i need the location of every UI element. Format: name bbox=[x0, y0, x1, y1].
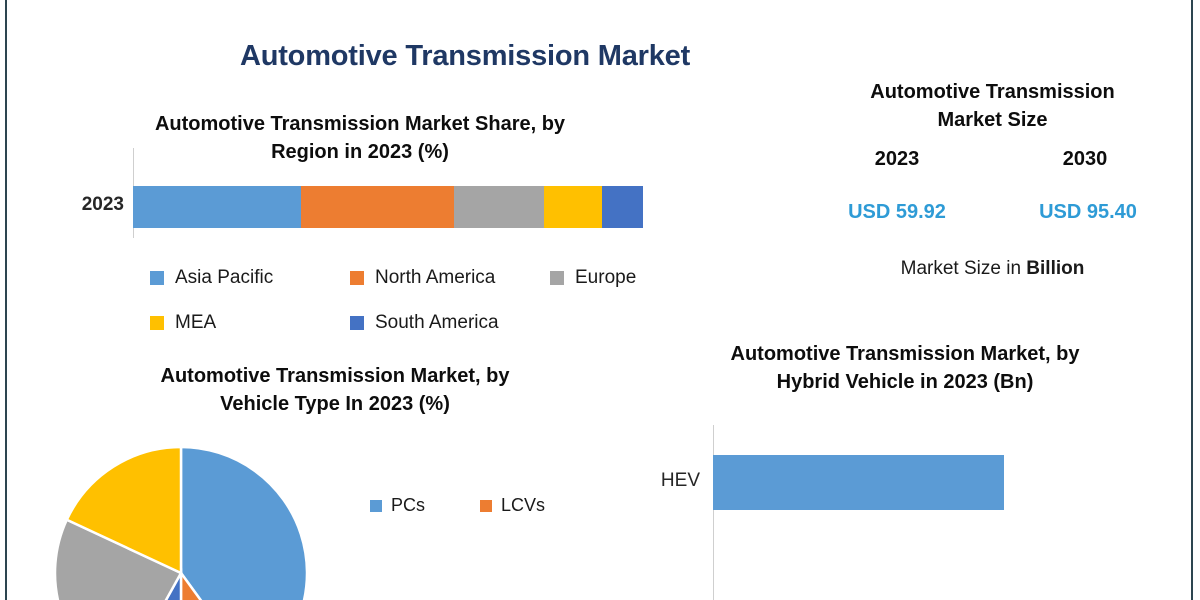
pie-slice bbox=[55, 518, 183, 600]
market-size-footnote-unit: Billion bbox=[1026, 258, 1085, 279]
vehicle-type-legend: PCs LCVs bbox=[370, 495, 600, 516]
legend-swatch-icon bbox=[150, 270, 164, 285]
region-share-heading-line2: Region in 2023 (%) bbox=[271, 141, 449, 164]
vehicle-type-pie-chart bbox=[55, 447, 307, 600]
region-legend-label: South America bbox=[375, 311, 499, 333]
market-size-heading-line2: Market Size bbox=[937, 109, 1048, 132]
hybrid-vehicle-axis-line bbox=[713, 425, 714, 600]
region-share-stacked-bar bbox=[133, 186, 643, 228]
region-legend-item: South America bbox=[350, 300, 550, 345]
legend-swatch-icon bbox=[480, 499, 493, 512]
pie-slice bbox=[179, 447, 307, 600]
market-size-year-end: 2030 bbox=[1062, 148, 1108, 170]
region-share-legend: Asia Pacific North America Europe MEA South … bbox=[150, 255, 695, 345]
legend-swatch-icon bbox=[150, 315, 164, 330]
legend-swatch-icon bbox=[350, 315, 364, 330]
legend-swatch-icon bbox=[370, 499, 382, 512]
region-share-plot-area bbox=[133, 148, 643, 238]
region-legend-label: North America bbox=[375, 266, 496, 288]
region-share-category-label: 2023 bbox=[81, 194, 124, 215]
region-legend-label: Europe bbox=[575, 266, 637, 288]
vehicle-type-heading-line1: Automotive Transmission Market, by bbox=[160, 365, 510, 387]
pie-slice bbox=[65, 447, 183, 575]
hybrid-vehicle-bar bbox=[713, 455, 1004, 510]
region-legend-item: North America bbox=[350, 255, 550, 300]
vehicle-type-legend-label: LCVs bbox=[501, 495, 546, 515]
vehicle-type-heading-line2: Vehicle Type In 2023 (%) bbox=[220, 393, 450, 416]
hybrid-vehicle-plot-area bbox=[713, 425, 1043, 600]
vehicle-type-legend-item: LCVs bbox=[480, 495, 545, 516]
region-legend-item: MEA bbox=[150, 300, 350, 345]
market-size-footnote-prefix: Market Size in bbox=[900, 258, 1027, 279]
right-edge-rule bbox=[1191, 0, 1193, 600]
hybrid-vehicle-heading-line2: Hybrid Vehicle in 2023 (Bn) bbox=[776, 371, 1034, 394]
vehicle-type-heading: Automotive Transmission Market, by Vehic… bbox=[30, 362, 640, 419]
vehicle-type-legend-item: PCs bbox=[370, 495, 425, 516]
region-share-heading-line1: Automotive Transmission Market Share, by bbox=[154, 113, 566, 135]
market-size-year-start: 2023 bbox=[874, 148, 920, 170]
market-size-heading-line1: Automotive Transmission bbox=[870, 81, 1115, 103]
region-share-heading: Automotive Transmission Market Share, by… bbox=[55, 110, 665, 167]
region-legend-label: Asia Pacific bbox=[175, 266, 274, 288]
hybrid-vehicle-heading-line1: Automotive Transmission Market, by bbox=[730, 343, 1080, 365]
vehicle-type-pie-svg bbox=[55, 447, 307, 600]
vehicle-type-legend-label: PCs bbox=[391, 495, 426, 515]
market-size-value-end: USD 95.40 bbox=[1039, 201, 1137, 223]
legend-swatch-icon bbox=[350, 270, 364, 285]
region-share-segment bbox=[301, 186, 455, 228]
region-share-segment bbox=[454, 186, 544, 228]
hybrid-vehicle-category-label: HEV bbox=[660, 470, 700, 491]
region-legend-item: Asia Pacific bbox=[150, 255, 350, 300]
region-legend-label: MEA bbox=[175, 311, 217, 333]
left-edge-rule bbox=[5, 0, 7, 600]
region-share-segment bbox=[543, 186, 603, 228]
market-size-value-start: USD 59.92 bbox=[848, 201, 946, 223]
region-share-segment bbox=[133, 186, 302, 228]
page-title: Automotive Transmission Market bbox=[239, 40, 691, 72]
pie-slice bbox=[179, 569, 203, 600]
market-size-footnote: Market Size in Billion bbox=[820, 258, 1165, 280]
hybrid-vehicle-heading: Automotive Transmission Market, by Hybri… bbox=[655, 340, 1155, 397]
market-size-heading: Automotive Transmission Market Size bbox=[820, 78, 1165, 135]
legend-swatch-icon bbox=[550, 270, 564, 285]
region-legend-item: Europe bbox=[550, 255, 695, 300]
region-share-segment bbox=[602, 186, 643, 228]
